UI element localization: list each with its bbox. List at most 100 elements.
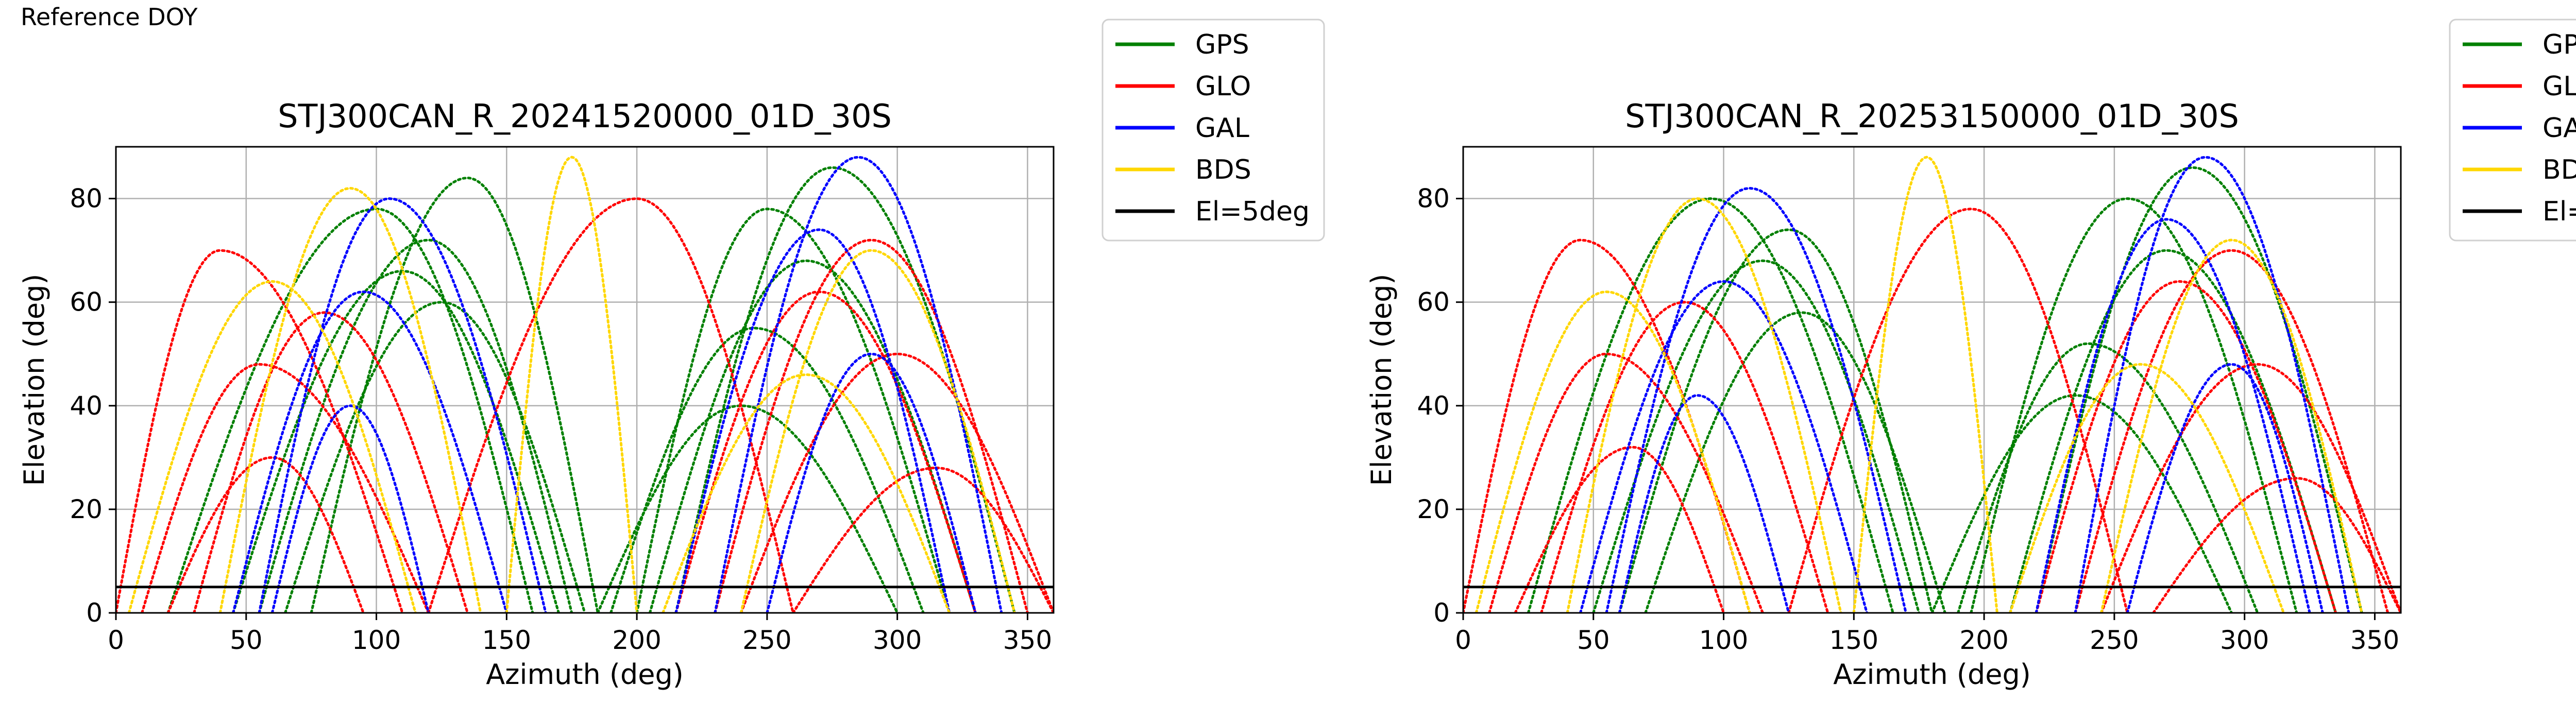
x-tick-label: 100 bbox=[1699, 625, 1748, 655]
y-axis-label: Elevation (deg) bbox=[18, 274, 50, 486]
legend-label: GAL bbox=[2543, 113, 2576, 144]
series-gps-arc bbox=[1618, 228, 1934, 613]
series-bds-arc bbox=[1852, 156, 1998, 613]
series-bds-arc bbox=[218, 186, 482, 613]
series-bds-arc bbox=[1566, 197, 1842, 613]
y-tick-label: 0 bbox=[86, 598, 103, 628]
y-axis-label: Elevation (deg) bbox=[1365, 274, 1398, 486]
x-tick-label: 0 bbox=[1455, 625, 1471, 655]
series-gal-arc bbox=[766, 352, 977, 613]
x-tick-label: 150 bbox=[482, 625, 531, 655]
legend-label: El=5deg bbox=[1195, 196, 1310, 227]
series-gps-arc bbox=[609, 327, 925, 613]
series-bds-arc bbox=[2100, 238, 2363, 613]
series-gal-arc bbox=[270, 404, 430, 613]
chart-title: STJ300CAN_R_20241520000_01D_30S bbox=[278, 97, 892, 135]
x-axis-label: Azimuth (deg) bbox=[1833, 658, 2031, 691]
series-glo-arc bbox=[1488, 352, 1764, 613]
legend-label: El=5deg bbox=[2543, 196, 2576, 227]
series-gal-arc bbox=[1618, 394, 1790, 613]
series-glo-arc bbox=[714, 238, 1029, 613]
x-tick-label: 300 bbox=[873, 625, 922, 655]
axes-frame bbox=[115, 146, 1055, 614]
series-glo-arc bbox=[427, 197, 794, 613]
legend-label: BDS bbox=[1195, 155, 1251, 185]
series-bds-arc bbox=[662, 373, 951, 613]
series-glo-arc bbox=[166, 456, 365, 613]
series-glo-arc bbox=[674, 290, 977, 613]
series-glo-arc bbox=[2100, 363, 2401, 613]
x-tick-label: 50 bbox=[230, 625, 263, 655]
y-tick-label: 20 bbox=[70, 494, 103, 524]
series-gps-arc bbox=[1592, 259, 1921, 613]
x-tick-label: 150 bbox=[1829, 625, 1878, 655]
x-tick-label: 250 bbox=[2090, 625, 2139, 655]
series-glo-arc bbox=[1787, 208, 2129, 613]
series-gps-arc bbox=[232, 269, 560, 613]
series-glo-arc bbox=[1540, 301, 1829, 613]
plot-area bbox=[1463, 156, 2401, 613]
chart-right: 0 50 100 150 200 250 300 350 0 20 40 60 80 STJ300CAN_… bbox=[1365, 19, 2576, 691]
series-gps-arc bbox=[166, 208, 534, 613]
y-tick-label: 60 bbox=[1417, 287, 1450, 317]
series-bds-arc bbox=[127, 280, 417, 613]
x-tick-label: 200 bbox=[1959, 625, 2008, 655]
series-bds-arc bbox=[1475, 290, 1751, 613]
y-tick-label: 60 bbox=[70, 287, 103, 317]
legend: GPS GLO GAL BDS El=5deg bbox=[1101, 19, 1325, 242]
legend-label: GPS bbox=[2543, 29, 2576, 60]
legend-label: GAL bbox=[1195, 113, 1249, 144]
series-gps-arc bbox=[310, 176, 599, 613]
series-gal-arc bbox=[258, 197, 547, 613]
x-axis-label: Azimuth (deg) bbox=[486, 658, 684, 691]
series-gal-arc bbox=[2074, 156, 2350, 613]
series-bds-arc bbox=[505, 156, 638, 613]
series-glo-arc bbox=[1514, 445, 1725, 613]
series-gal-arc bbox=[2126, 363, 2324, 613]
series-gps-arc bbox=[2035, 166, 2363, 613]
legend-label: BDS bbox=[2543, 155, 2576, 185]
x-tick-label: 200 bbox=[612, 625, 661, 655]
series-gps-arc bbox=[1644, 311, 1946, 613]
series-gps-arc bbox=[1930, 394, 2233, 613]
x-tick-label: 350 bbox=[1003, 625, 1052, 655]
legend: GPS GLO GAL BDS El=5deg bbox=[2449, 19, 2576, 242]
series-glo-arc bbox=[193, 311, 469, 613]
chart-title: STJ300CAN_R_20253150000_01D_30S bbox=[1625, 97, 2239, 135]
series-glo-arc bbox=[141, 363, 430, 613]
series-glo-arc bbox=[2074, 249, 2389, 613]
series-glo-arc bbox=[2035, 280, 2337, 613]
series-gps-arc bbox=[1527, 197, 1894, 613]
y-tick-label: 80 bbox=[1417, 184, 1450, 214]
series-gal-arc bbox=[1605, 186, 1907, 613]
reference-doy-label: Reference DOY bbox=[21, 3, 198, 31]
x-tick-label: 0 bbox=[108, 625, 124, 655]
axes-frame bbox=[1462, 146, 2402, 614]
x-tick-label: 250 bbox=[742, 625, 791, 655]
series-gps-arc bbox=[1970, 197, 2298, 613]
x-tick-label: 100 bbox=[352, 625, 401, 655]
legend-label: GPS bbox=[1195, 29, 1249, 60]
series-gal-arc bbox=[2035, 218, 2311, 613]
x-tick-label: 300 bbox=[2220, 625, 2269, 655]
x-tick-label: 350 bbox=[2350, 625, 2399, 655]
legend-label: GLO bbox=[2543, 71, 2576, 102]
series-gps-arc bbox=[1957, 342, 2259, 613]
series-gal-arc bbox=[674, 228, 951, 613]
series-gps-arc bbox=[635, 208, 951, 613]
legend-box bbox=[2449, 19, 2576, 242]
series-gps-arc bbox=[648, 259, 977, 613]
series-gps-arc bbox=[284, 301, 586, 613]
series-glo-arc bbox=[116, 249, 404, 613]
series-bds-arc bbox=[2009, 363, 2285, 613]
series-gal-arc bbox=[1579, 280, 1869, 613]
plot-area bbox=[116, 156, 1054, 613]
series-glo-arc bbox=[739, 352, 1054, 613]
y-tick-label: 40 bbox=[1417, 391, 1450, 421]
series-glo-arc bbox=[2152, 477, 2401, 613]
series-bds-arc bbox=[739, 249, 1016, 613]
y-tick-label: 20 bbox=[1417, 494, 1450, 524]
y-tick-label: 80 bbox=[70, 184, 103, 214]
x-tick-label: 50 bbox=[1577, 625, 1610, 655]
